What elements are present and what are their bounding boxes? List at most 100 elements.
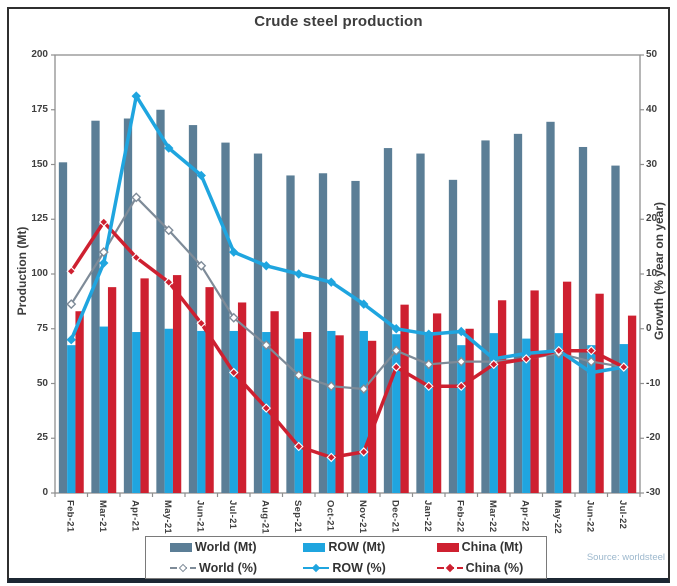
world-marker bbox=[456, 356, 467, 367]
row-line bbox=[69, 94, 625, 375]
x-axis-label: May-21 bbox=[161, 500, 173, 535]
world-mt-bar bbox=[58, 162, 68, 493]
china-mt-bar bbox=[302, 332, 312, 493]
row-mt-bar bbox=[164, 328, 173, 493]
world-mt-bar bbox=[611, 165, 620, 493]
row-mt-bar bbox=[327, 330, 336, 493]
legend-line-icon bbox=[436, 563, 463, 572]
china-marker bbox=[553, 345, 564, 356]
china-marker bbox=[66, 266, 77, 277]
legend-label: World (%) bbox=[199, 560, 258, 575]
y-left-tick-label: 100 bbox=[31, 268, 48, 279]
world-marker bbox=[586, 356, 597, 367]
world-mt-bar bbox=[188, 125, 198, 493]
y-left-tick-label: 75 bbox=[36, 322, 48, 334]
legend-swatch-icon bbox=[436, 542, 459, 552]
legend-item: ROW (Mt) bbox=[303, 540, 412, 554]
x-axis-label: Jun-21 bbox=[194, 500, 206, 533]
y-left-tick-label: 150 bbox=[31, 158, 48, 170]
y-left-tick-label: 50 bbox=[36, 377, 48, 389]
y-right-tick-label: -10 bbox=[646, 377, 661, 389]
row-marker bbox=[261, 261, 271, 271]
legend-label: China (Mt) bbox=[461, 540, 523, 555]
row-mt-bar bbox=[132, 332, 141, 493]
x-axis-label: Oct-21 bbox=[324, 500, 336, 532]
row-marker bbox=[424, 329, 434, 339]
plot-area bbox=[51, 54, 644, 497]
legend-line-icon bbox=[170, 563, 196, 572]
world-marker bbox=[196, 260, 207, 271]
x-axis-label: Jul-21 bbox=[226, 500, 238, 530]
x-axis-label: Jun-22 bbox=[584, 500, 596, 533]
world-marker bbox=[293, 370, 304, 381]
row-mt-bar bbox=[587, 345, 596, 493]
x-axis-label: Aug-21 bbox=[259, 500, 271, 534]
china-marker bbox=[326, 452, 337, 463]
row-marker bbox=[326, 277, 336, 287]
row-marker bbox=[131, 91, 141, 101]
china-marker bbox=[163, 277, 174, 287]
x-axis-label: Apr-22 bbox=[519, 500, 531, 532]
row-mt-bar bbox=[229, 330, 238, 493]
world-marker bbox=[326, 381, 337, 392]
world-marker bbox=[358, 383, 369, 394]
y-left-tick-label: 25 bbox=[36, 432, 48, 444]
legend-item: China (Mt) bbox=[436, 540, 546, 555]
china-marker bbox=[98, 217, 109, 227]
china-marker bbox=[131, 252, 142, 263]
world-mt-bar bbox=[253, 153, 263, 494]
china-marker bbox=[488, 359, 499, 370]
x-axis-label: May-22 bbox=[551, 500, 563, 535]
china-marker bbox=[358, 447, 369, 457]
row-mt-bar bbox=[457, 345, 466, 493]
china-marker bbox=[196, 318, 207, 329]
china-mt-bar bbox=[237, 302, 247, 493]
china-mt-bar bbox=[530, 290, 539, 493]
china-mt-bar bbox=[400, 304, 409, 493]
china-mt-bar bbox=[367, 340, 377, 493]
china-mt-bar bbox=[75, 311, 84, 493]
row-mt-bar bbox=[67, 345, 76, 493]
legend-item: ROW (%) bbox=[303, 561, 412, 575]
world-marker bbox=[423, 359, 434, 370]
china-mt-bar bbox=[335, 335, 344, 493]
china-marker bbox=[391, 362, 402, 372]
china-marker bbox=[261, 403, 272, 413]
world-mt-bar bbox=[481, 140, 490, 493]
china-marker bbox=[521, 354, 532, 364]
world-mt-bar bbox=[351, 180, 360, 494]
y-right-tick-label: 30 bbox=[646, 158, 658, 170]
world-mt-bar bbox=[513, 133, 523, 493]
china-mt-bar bbox=[107, 287, 117, 493]
row-mt-bar bbox=[424, 332, 433, 493]
y-right-tick-label: 0 bbox=[646, 322, 652, 334]
y-left-tick-label: 175 bbox=[31, 103, 48, 115]
world-mt-bar bbox=[546, 121, 555, 494]
row-marker bbox=[294, 269, 304, 279]
legend-item: World (%) bbox=[170, 561, 279, 575]
legend-item: World (Mt) bbox=[170, 540, 279, 554]
x-axis-label: Apr-21 bbox=[129, 500, 141, 532]
y-left-tick-label: 125 bbox=[31, 213, 48, 225]
legend-line-icon bbox=[303, 563, 330, 572]
world-marker bbox=[228, 312, 239, 323]
china-mt-bar bbox=[270, 311, 279, 493]
world-marker bbox=[391, 345, 402, 356]
world-mt-bar bbox=[156, 109, 165, 493]
source-credit: Source: worldsteel bbox=[586, 552, 665, 563]
y-right-tick-label: 20 bbox=[646, 213, 658, 225]
china-marker bbox=[456, 381, 467, 392]
row-marker bbox=[391, 324, 401, 334]
world-marker bbox=[163, 225, 174, 236]
row-mt-bar bbox=[554, 333, 563, 493]
world-marker bbox=[131, 192, 142, 203]
row-mt-bar bbox=[197, 330, 206, 493]
x-axis-label: Nov-21 bbox=[356, 500, 368, 534]
row-marker bbox=[359, 299, 369, 309]
world-mt-bar bbox=[416, 153, 425, 494]
x-axis-label: Mar-21 bbox=[96, 500, 108, 533]
china-marker bbox=[586, 345, 597, 356]
x-axis-label: Dec-21 bbox=[389, 500, 401, 533]
china-mt-bar bbox=[497, 300, 507, 493]
china-mt-bar bbox=[205, 287, 214, 493]
